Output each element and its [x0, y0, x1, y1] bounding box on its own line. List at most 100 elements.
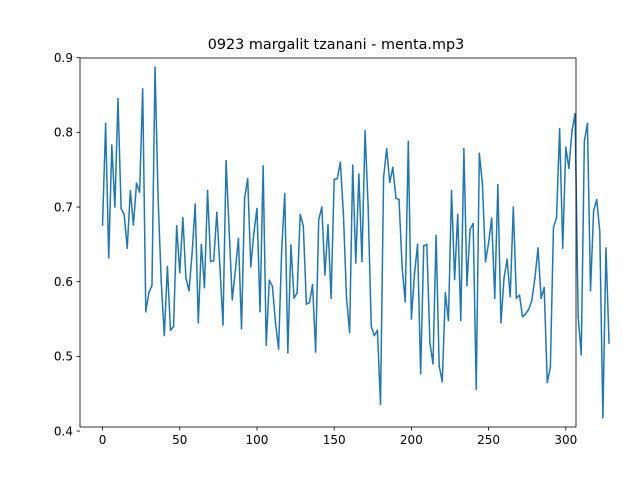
data-point: [404, 301, 407, 303]
data-point: [438, 365, 440, 367]
data-point: [351, 164, 354, 167]
data-point: [345, 297, 348, 299]
data-point: [249, 265, 252, 268]
data-point: [277, 348, 280, 350]
x-tick-label: 50: [172, 433, 187, 447]
data-point: [287, 351, 289, 354]
data-point: [148, 292, 150, 294]
data-point: [364, 130, 366, 132]
data-point: [515, 297, 518, 299]
x-tick-label: 300: [554, 433, 577, 447]
data-point: [290, 244, 292, 246]
data-point: [101, 224, 104, 226]
data-point: [506, 258, 508, 261]
data-point: [120, 207, 122, 210]
data-point: [432, 363, 434, 365]
data-point: [324, 274, 326, 276]
data-point: [185, 277, 187, 279]
y-tick-label: 0.7: [54, 200, 73, 214]
data-point: [463, 147, 465, 150]
data-point: [274, 321, 277, 324]
data-point: [416, 243, 419, 246]
data-point: [382, 176, 385, 178]
data-point: [129, 189, 132, 192]
data-point: [561, 247, 564, 249]
data-point: [410, 318, 413, 320]
x-tick-label: 100: [246, 433, 269, 447]
data-point: [568, 167, 570, 170]
data-point: [166, 265, 169, 268]
data-point: [580, 354, 583, 356]
y-tick-label: 0.6: [54, 275, 73, 289]
data-point: [543, 286, 545, 289]
data-point: [361, 260, 363, 263]
data-point: [531, 299, 533, 302]
data-point: [605, 247, 607, 249]
data-point: [114, 206, 116, 208]
data-point: [348, 331, 351, 334]
data-point: [200, 243, 203, 246]
data-point: [598, 230, 601, 232]
data-point: [243, 197, 246, 199]
data-point: [429, 342, 431, 344]
data-point: [231, 298, 234, 301]
data-point: [370, 325, 373, 328]
data-point: [608, 342, 610, 344]
data-point: [135, 182, 138, 184]
data-point: [577, 315, 579, 318]
x-tick-label: 0: [99, 433, 107, 447]
data-point: [330, 297, 332, 299]
data-point: [302, 224, 305, 227]
data-point: [379, 403, 382, 405]
data-point: [123, 213, 125, 216]
y-axis: 0.4 0.5 0.6 0.7 0.8 0.9: [54, 51, 80, 438]
data-point: [333, 178, 335, 181]
data-point: [586, 122, 589, 125]
data-point: [385, 147, 388, 150]
data-point: [592, 209, 595, 212]
data-point: [589, 289, 592, 292]
data-point: [228, 230, 230, 232]
data-point: [407, 140, 410, 143]
series-points: [101, 66, 610, 419]
axes-frame: [79, 57, 577, 428]
data-point: [126, 247, 129, 249]
data-point: [280, 249, 283, 252]
data-point: [104, 122, 107, 125]
data-point: [240, 327, 243, 330]
data-point: [271, 285, 274, 287]
data-point: [540, 297, 542, 299]
data-point: [209, 260, 212, 263]
data-point: [293, 297, 295, 299]
data-point: [490, 217, 493, 220]
data-point: [435, 234, 437, 237]
data-point: [565, 146, 567, 149]
data-point: [188, 289, 190, 292]
data-point: [111, 144, 113, 146]
data-point: [481, 183, 484, 185]
data-point: [117, 97, 119, 100]
data-point: [497, 183, 499, 186]
data-point: [355, 262, 357, 264]
data-point: [212, 259, 215, 262]
data-point: [602, 416, 604, 419]
data-point: [296, 292, 298, 294]
data-point: [182, 216, 184, 219]
data-point: [317, 218, 320, 221]
data-point: [487, 242, 490, 244]
data-point: [336, 177, 339, 180]
data-point: [595, 198, 598, 201]
data-point: [175, 224, 178, 227]
y-tick-label: 0.9: [54, 51, 73, 65]
data-point: [524, 313, 527, 315]
data-point: [472, 222, 474, 225]
y-tick-label: 0.8: [54, 126, 73, 140]
data-point: [358, 173, 360, 175]
data-point: [299, 213, 302, 216]
data-point: [583, 140, 586, 143]
data-point: [537, 247, 539, 249]
data-point: [444, 292, 447, 294]
data-point: [194, 203, 196, 205]
